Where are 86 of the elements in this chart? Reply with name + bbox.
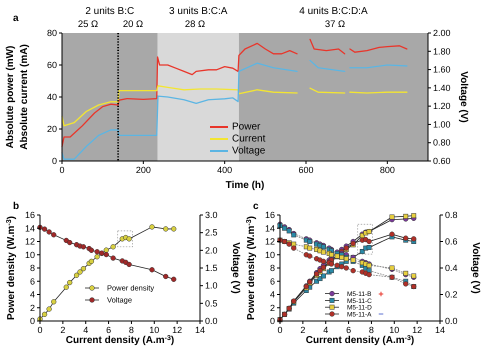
text: 37 Ω <box>324 19 346 30</box>
y-tick-label: 10 <box>264 250 275 260</box>
legend-label: Voltage <box>232 146 266 156</box>
band-label: 4 units B:C:D:A <box>299 6 368 17</box>
y-tick-label: 10 <box>24 250 35 260</box>
y-tick-label: 6 <box>30 276 35 286</box>
y-tick-label: 0 <box>270 316 275 326</box>
x-tick-label: 8 <box>128 325 134 335</box>
y2-tick-label: 0.8 <box>445 210 458 220</box>
y-axis-title: Absolute power (mW) Absolute current (mA) <box>5 44 30 150</box>
x-tick-label: 200 <box>136 165 151 175</box>
y2-tick-label: 1.40 <box>433 82 451 93</box>
y2-tick-label: 1.5 <box>205 263 218 273</box>
x-tick-label: 12 <box>172 325 182 335</box>
x-tick-label: 10 <box>389 325 400 335</box>
annotation: + <box>378 289 384 299</box>
x-tick-label: 14 <box>434 325 446 335</box>
y2-tick-label: 1.0 <box>205 280 218 291</box>
x-tick-label: 8 <box>368 325 374 335</box>
x-tick-label: 6 <box>346 325 352 335</box>
y-tick-label: 4 <box>270 290 275 300</box>
legend-label: Power <box>232 122 262 132</box>
band-label: 3 units B:C:A <box>169 6 228 17</box>
y2-tick-label: 2.0 <box>205 245 218 256</box>
y-tick-label: 6 <box>270 276 275 286</box>
y-tick-label: 12 <box>264 236 275 246</box>
y-tick-label: 2 <box>270 302 275 313</box>
y-tick-label: 16 <box>24 210 35 220</box>
y-tick-label: 16 <box>264 210 275 220</box>
text: 20 Ω <box>122 19 144 30</box>
y-tick-label: 0 <box>52 156 57 166</box>
y2-tick-label: 2.5 <box>205 228 218 238</box>
y2-tick-label: 0.4 <box>445 263 458 273</box>
x-tick-label: 4 <box>323 325 328 335</box>
y-tick-label: 8 <box>270 263 275 273</box>
x-tick-label: 0 <box>37 325 43 335</box>
y2-axis-title: Voltage (V) <box>230 242 241 294</box>
x-tick-label: 2 <box>300 325 306 335</box>
annotation: − <box>378 309 384 319</box>
y2-tick-label: 1.60 <box>433 64 451 75</box>
y2-tick-label: 0.0 <box>445 316 458 326</box>
x-tick-label: 400 <box>217 165 232 175</box>
x-tick-label: 2 <box>60 325 66 335</box>
y2-tick-label: 1.20 <box>433 101 451 112</box>
chart-title: b <box>13 201 20 212</box>
legend-label: Current <box>232 134 266 144</box>
x-tick-label: 0 <box>277 325 283 335</box>
x-tick-label: 800 <box>380 165 395 175</box>
x-axis-title: Current density (A.m$^{-3}$) <box>306 334 414 346</box>
y-tick-label: 14 <box>264 223 275 234</box>
y-tick-label: 0 <box>30 316 35 326</box>
x-tick-label: 10 <box>149 325 160 335</box>
y2-tick-label: 1.00 <box>433 119 451 130</box>
y2-tick-label: 1.80 <box>433 46 451 56</box>
y-tick-label: 60 <box>46 60 57 70</box>
y2-tick-label: 3.0 <box>205 210 218 220</box>
y-tick-label: 80 <box>46 28 57 38</box>
x-tick-label: 14 <box>194 325 206 335</box>
y2-tick-label: 2.00 <box>433 28 451 38</box>
band-label: 2 units B:C <box>85 6 134 17</box>
y2-tick-label: 0.80 <box>433 138 451 148</box>
y2-tick-label: 0.2 <box>445 290 458 300</box>
x-tick-label: 6 <box>106 325 112 335</box>
x-axis-title: Current density (A.m$^{-3}$) <box>66 334 174 346</box>
y-tick-label: 12 <box>24 236 35 246</box>
x-axis-title: Time (h) <box>226 180 264 191</box>
y2-tick-label: 0.60 <box>433 156 451 166</box>
x-tick-label: 12 <box>412 325 422 335</box>
y2-tick-label: 0.5 <box>205 298 218 308</box>
text: 28 Ω <box>184 19 206 30</box>
y2-axis-title: Voltage (V) <box>470 242 481 294</box>
y2-axis-title: Voltage (V) <box>458 71 469 123</box>
y-tick-label: 20 <box>46 124 57 134</box>
chart-title: c <box>253 201 259 212</box>
y-tick-label: 8 <box>30 263 35 273</box>
y2-tick-label: 0.6 <box>445 236 458 246</box>
y-tick-label: 4 <box>30 290 35 300</box>
chart-title: a <box>13 13 19 24</box>
text: 25 Ω <box>78 19 98 30</box>
y-tick-label: 40 <box>46 92 57 102</box>
x-tick-label: 4 <box>83 325 88 335</box>
x-tick-label: 600 <box>298 165 314 175</box>
x-tick-label: 0 <box>59 165 65 175</box>
y2-tick-label: 0.0 <box>205 316 218 326</box>
y-tick-label: 2 <box>30 302 35 313</box>
y-tick-label: 14 <box>24 223 35 234</box>
